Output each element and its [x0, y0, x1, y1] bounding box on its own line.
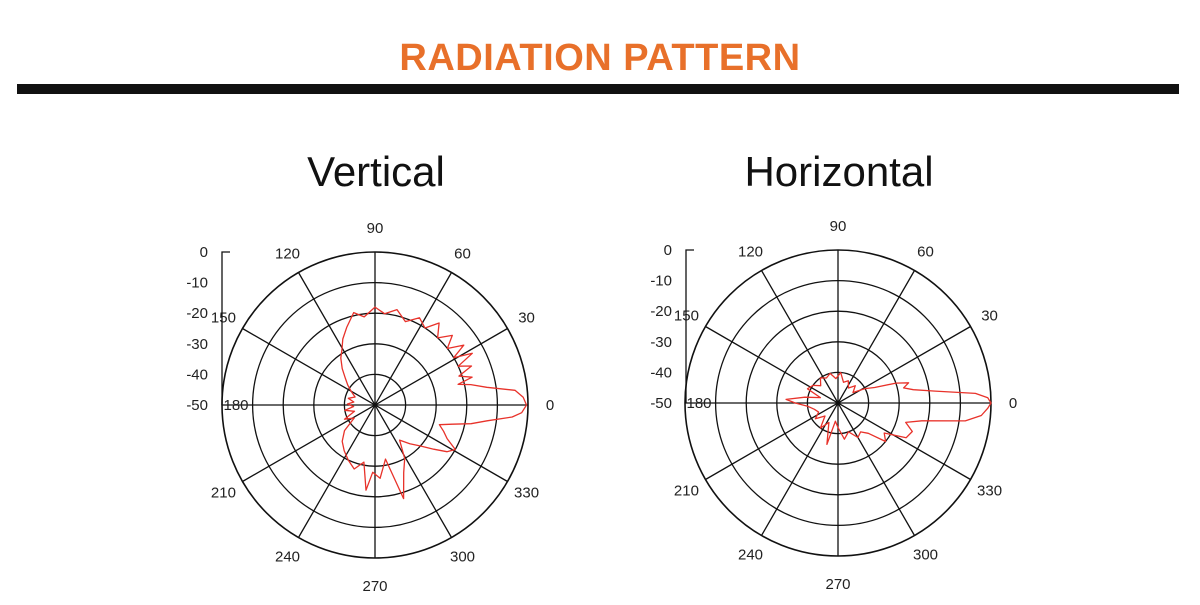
- horizontal-angle-label: 240: [738, 547, 763, 564]
- vertical-grid-spoke: [242, 327, 508, 483]
- vertical-radial-tick-label: -50: [186, 397, 208, 414]
- horizontal-pattern-trace: [785, 371, 992, 446]
- vertical-angle-label: 150: [211, 310, 236, 327]
- horizontal-angle-label: 30: [981, 308, 998, 325]
- horizontal-angle-label: 120: [738, 243, 763, 260]
- vertical-angle-label: 0: [546, 397, 554, 414]
- title-divider: [17, 84, 1179, 94]
- vertical-angle-label: 270: [362, 578, 387, 595]
- horizontal-angle-label: 180: [686, 395, 711, 412]
- vertical-angle-label: 90: [367, 220, 384, 237]
- vertical-polar-chart: 0 30 60 90 120 150 180 210 240 270 300 330 0 -10 -20 -3…: [186, 220, 554, 595]
- horizontal-angle-label: 0: [1009, 395, 1017, 412]
- vertical-radial-scale-axis: [221, 251, 230, 405]
- horizontal-radial-tick-label: -10: [650, 273, 672, 290]
- horizontal-radial-tick-label: -40: [650, 364, 672, 381]
- vertical-angle-label: 180: [223, 397, 248, 414]
- horizontal-radial-tick-label: -30: [650, 334, 672, 351]
- horizontal-angle-label: 300: [913, 547, 938, 564]
- vertical-chart-title: Vertical: [307, 148, 445, 195]
- horizontal-angle-label: 270: [825, 576, 850, 593]
- horizontal-chart-title: Horizontal: [744, 148, 934, 195]
- horizontal-angle-label: 90: [830, 218, 847, 235]
- vertical-angle-label: 240: [275, 549, 300, 566]
- vertical-angle-label: 210: [211, 485, 236, 502]
- vertical-angle-label: 330: [514, 485, 539, 502]
- horizontal-radial-scale-axis: [685, 249, 694, 403]
- horizontal-grid-spoke: [705, 325, 971, 481]
- vertical-radial-tick-label: -20: [186, 305, 208, 322]
- vertical-radial-tick-label: -30: [186, 336, 208, 353]
- vertical-radial-tick-label: -10: [186, 275, 208, 292]
- vertical-angle-label: 30: [518, 310, 535, 327]
- vertical-radial-tick-label: 0: [200, 244, 208, 261]
- vertical-angle-label: 300: [450, 549, 475, 566]
- horizontal-radial-tick-label: 0: [664, 242, 672, 259]
- horizontal-radial-tick-label: -50: [650, 395, 672, 412]
- vertical-angle-label: 120: [275, 245, 300, 262]
- horizontal-polar-chart: 03060901201501802102402703003300-10-20-3…: [650, 218, 1017, 593]
- page-title: RADIATION PATTERN: [399, 37, 801, 79]
- vertical-pattern-trace: [340, 306, 528, 500]
- horizontal-angle-label: 330: [977, 483, 1002, 500]
- horizontal-angle-label: 60: [917, 243, 934, 260]
- horizontal-radial-tick-label: -20: [650, 303, 672, 320]
- vertical-angle-label: 60: [454, 245, 471, 262]
- horizontal-angle-label: 210: [674, 483, 699, 500]
- vertical-radial-tick-label: -40: [186, 366, 208, 383]
